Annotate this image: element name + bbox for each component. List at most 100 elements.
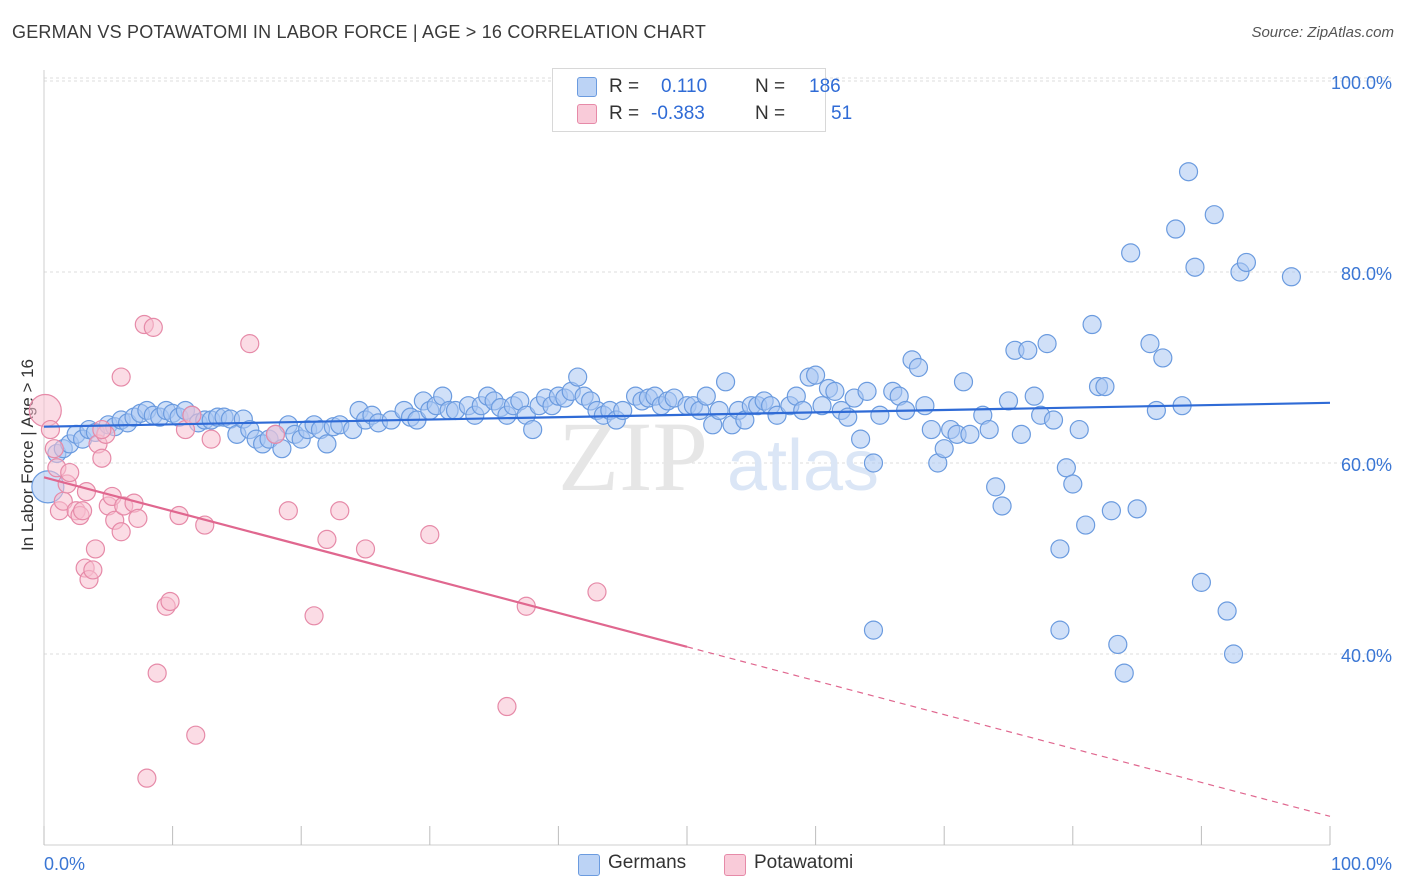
german-point	[1011, 424, 1031, 444]
trend-lines	[43, 401, 1331, 817]
germans-legend-swatch	[578, 854, 600, 876]
potawatomi-point	[128, 508, 148, 528]
potawatomi-point	[60, 462, 80, 483]
potawatomi-point	[355, 539, 376, 559]
potawatomi-point	[85, 539, 106, 559]
german-point	[1069, 419, 1089, 440]
german-point	[1140, 334, 1160, 354]
potawatomi-point	[304, 606, 324, 626]
y-tick-label: 60.0%	[1341, 455, 1392, 475]
potawatomi-point	[147, 663, 167, 683]
german-point	[1236, 252, 1257, 273]
potawatomi-swatch	[577, 104, 597, 124]
potawatomi-point	[137, 768, 157, 788]
potawatomi-point	[72, 501, 93, 521]
potawatomi-point	[420, 525, 440, 545]
potawatomi-point	[92, 448, 112, 468]
german-point	[870, 405, 890, 425]
german-point	[857, 381, 877, 401]
y-tick-label: 40.0%	[1341, 646, 1392, 666]
german-point	[1063, 474, 1083, 494]
german-point	[317, 434, 337, 454]
x-tick-label: 0.0%	[44, 854, 85, 874]
german-point	[1191, 572, 1212, 592]
potawatomi-n-value: 51	[831, 103, 853, 124]
tick-labels: 40.0% 60.0% 80.0% 100.0% 0.0% 100.0%	[44, 73, 1392, 874]
potawatomi-point	[83, 560, 103, 580]
german-point	[793, 400, 813, 421]
watermark-zip: ZIP	[558, 401, 708, 512]
potawatomi-point	[40, 419, 61, 440]
potawatomi-point	[330, 501, 350, 521]
potawatomi-point	[111, 522, 131, 542]
german-point	[1024, 386, 1044, 406]
germans-n-label: N =	[755, 76, 786, 97]
germans-legend-label: Germans	[608, 852, 687, 873]
german-point	[1056, 458, 1076, 478]
potawatomi-point	[44, 439, 64, 459]
potawatomi-r-value: -0.383	[651, 103, 705, 124]
german-point	[715, 372, 736, 392]
german-point	[568, 367, 588, 387]
german-point	[709, 400, 729, 421]
german-point	[805, 365, 826, 385]
german-point	[1178, 162, 1199, 182]
german-point	[1018, 340, 1038, 360]
potawatomi-legend-label: Potawatomi	[754, 852, 854, 873]
german-point	[1127, 499, 1147, 519]
german-point	[934, 439, 954, 459]
german-point	[863, 620, 884, 640]
german-point	[998, 391, 1019, 411]
german-point	[1114, 663, 1134, 683]
german-point	[908, 357, 929, 378]
german-point	[1223, 644, 1244, 664]
potawatomi-point	[186, 725, 206, 745]
german-point	[953, 372, 974, 392]
potawatomi-point	[497, 696, 517, 717]
german-point	[1281, 267, 1302, 287]
german-point	[921, 419, 941, 440]
axes	[43, 70, 1331, 846]
potawatomi-point	[240, 334, 260, 354]
german-point	[986, 477, 1006, 497]
germans-swatch	[577, 77, 597, 97]
german-point	[1146, 400, 1166, 421]
correlation-legend: R = 0.110 N = 186 R = -0.383 N = 51	[552, 68, 852, 132]
german-point	[767, 405, 787, 425]
potawatomi-r-label: R =	[609, 103, 640, 124]
potawatomi-point	[265, 424, 286, 444]
german-point	[825, 381, 845, 401]
german-point	[851, 429, 871, 449]
x-tick-label: 100.0%	[1331, 854, 1392, 874]
potawatomi-trend-line	[43, 476, 688, 648]
german-point	[523, 419, 543, 440]
german-point	[915, 396, 935, 416]
german-point	[1082, 314, 1102, 335]
potawatomi-point	[278, 501, 298, 521]
potawatomi-legend-swatch	[724, 854, 746, 876]
potawatomi-point	[76, 482, 97, 502]
chart-title: GERMAN VS POTAWATOMI IN LABOR FORCE | AG…	[12, 22, 707, 42]
germans-r-value: 0.110	[661, 76, 708, 97]
potawatomi-trend-extension	[686, 646, 1331, 817]
german-point	[1095, 377, 1115, 397]
y-tick-label: 100.0%	[1331, 73, 1392, 93]
germans-r-label: R =	[609, 76, 640, 97]
potawatomi-point	[160, 591, 180, 612]
german-point	[1050, 620, 1070, 640]
german-point	[992, 496, 1012, 516]
german-point	[1037, 334, 1057, 354]
germans-n-value: 186	[809, 76, 841, 97]
potawatomi-point	[143, 317, 163, 337]
german-point	[1101, 501, 1121, 521]
german-point	[812, 396, 832, 416]
potawatomi-point	[587, 582, 607, 602]
potawatomi-point	[201, 429, 221, 449]
german-point	[1121, 243, 1141, 263]
german-point	[979, 419, 999, 440]
german-point	[960, 424, 980, 444]
german-point	[1153, 348, 1173, 368]
german-point	[696, 386, 716, 406]
german-point	[1108, 634, 1128, 655]
